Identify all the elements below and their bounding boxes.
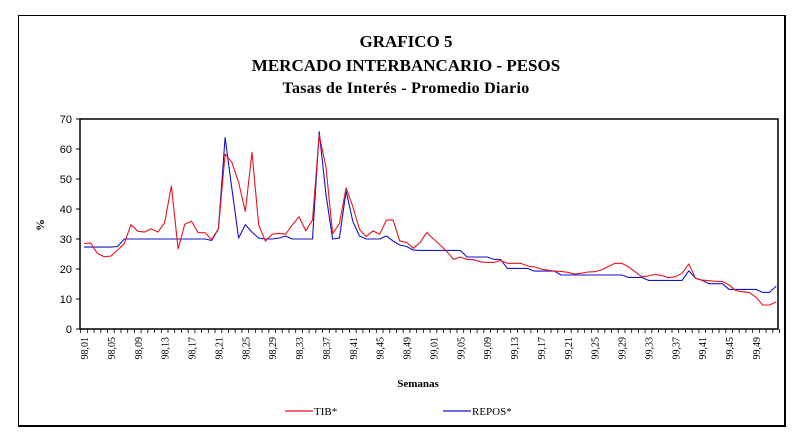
y-tick-label: 60 (60, 144, 72, 156)
x-tick-label: 99,45 (725, 337, 736, 360)
x-tick-label: 99,49 (752, 337, 763, 360)
x-tick-label: 99,41 (698, 337, 709, 360)
y-tick-label: 70 (60, 114, 72, 126)
x-tick-label: 98,29 (268, 337, 279, 360)
series-line-tib (83, 134, 777, 306)
y-tick-label: 50 (60, 174, 72, 186)
x-tick-label: 98,17 (188, 337, 199, 360)
x-tick-label: 98,41 (349, 337, 360, 360)
x-tick-label: 98,13 (161, 337, 172, 360)
y-tick-label: 20 (60, 264, 72, 276)
x-tick-label: 99,33 (644, 337, 655, 360)
x-axis: 98,01 98,05 98,09 98,13 98,17 98,21 98,25 98,29… (80, 329, 780, 360)
legend-label-repos: REPOS* (472, 406, 512, 418)
x-tick-label: 99,21 (564, 337, 575, 360)
y-tick-label: 30 (60, 234, 72, 246)
x-tick-label: 98,09 (134, 337, 145, 360)
x-tick-label: 98,37 (322, 337, 333, 360)
x-tick-label: 98,49 (403, 337, 414, 360)
x-tick-label: 98,01 (80, 337, 91, 360)
x-tick-label: 99,25 (591, 337, 602, 360)
series-lines (83, 131, 777, 306)
x-tick-label: 98,45 (376, 337, 387, 360)
x-tick-label: 98,25 (241, 337, 252, 360)
y-tick-label: 10 (60, 294, 72, 306)
x-tick-label: 99,13 (510, 337, 521, 360)
x-tick-label: 99,01 (429, 337, 440, 360)
x-tick-label: 99,29 (618, 337, 629, 360)
plot-area (79, 118, 779, 330)
x-axis-label: Semanas (397, 378, 439, 390)
y-axis-label: % (33, 219, 47, 231)
x-tick-label: 99,05 (456, 337, 467, 360)
x-tick-label: 98,21 (214, 337, 225, 360)
x-tick-label: 98,33 (295, 337, 306, 360)
chart-frame (18, 15, 786, 427)
y-axis: 0 10 20 30 40 50 60 70 (60, 114, 80, 336)
chart-subtitle: MERCADO INTERBANCARIO - PESOS (251, 56, 561, 75)
legend-label-tib: TIB* (314, 406, 337, 418)
x-tick-label: 98,05 (107, 337, 118, 360)
chart-title: GRAFICO 5 (359, 32, 453, 51)
y-tick-label: 0 (66, 324, 72, 336)
chart-subtitle-2: Tasas de Interés - Promedio Diario (282, 80, 530, 97)
x-tick-label: 99,17 (537, 337, 548, 360)
x-tick-label: 99,09 (483, 337, 494, 360)
x-tick-label: 99,37 (671, 337, 682, 360)
legend: TIB* REPOS* (285, 406, 512, 418)
series-line-repos (84, 131, 777, 293)
y-tick-label: 40 (60, 204, 72, 216)
